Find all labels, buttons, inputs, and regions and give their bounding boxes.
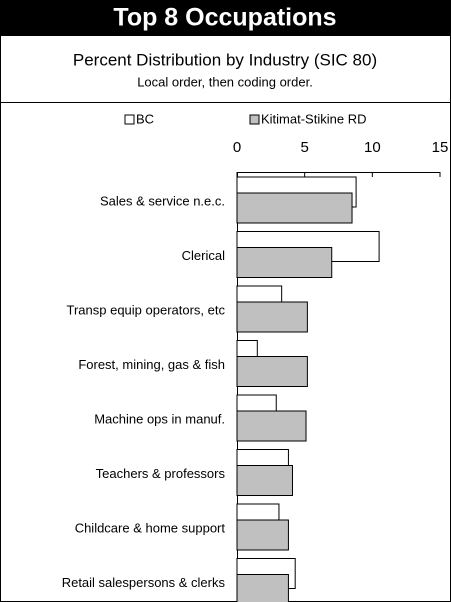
chart-subtitle: Percent Distribution by Industry (SIC 80…: [73, 50, 377, 69]
bar: [236, 247, 333, 278]
x-tick-label: 5: [300, 139, 308, 156]
bar: [236, 301, 308, 333]
bar: [236, 519, 289, 551]
legend-swatch: [124, 114, 135, 125]
y-tick-label: Retail salespersons & clerks: [62, 575, 226, 590]
bar: [236, 574, 289, 602]
y-tick-label: Machine ops in manuf.: [94, 411, 225, 426]
y-tick-label: Childcare & home support: [75, 520, 226, 535]
x-tick-label: 0: [233, 139, 241, 156]
y-tick-label: Teachers & professors: [96, 466, 226, 481]
x-tick-label: 15: [432, 139, 449, 156]
legend-label: Kitimat-Stikine RD: [261, 111, 366, 126]
x-tick-label: 10: [364, 139, 381, 156]
bar: [236, 356, 308, 387]
legend-swatch: [249, 114, 260, 125]
y-tick-label: Forest, mining, gas & fish: [78, 357, 225, 372]
legend-label: BC: [136, 111, 154, 126]
bar: [236, 465, 293, 496]
y-tick-label: Sales & service n.e.c.: [100, 193, 225, 208]
chart-title: Top 8 Occupations: [113, 4, 336, 32]
y-tick-label: Clerical: [182, 248, 225, 263]
bar: [236, 410, 307, 442]
y-tick-label: Transp equip operators, etc: [67, 302, 226, 317]
title-bar: [0, 0, 451, 36]
bar: [236, 192, 353, 224]
chart-note: Local order, then coding order.: [137, 74, 313, 89]
